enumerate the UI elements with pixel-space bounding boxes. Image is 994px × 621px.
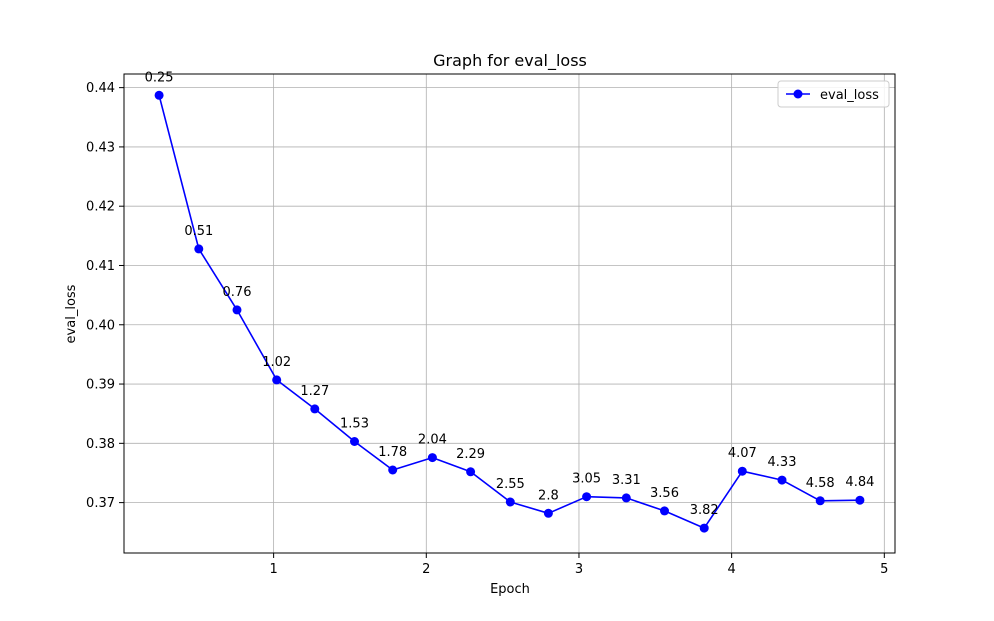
data-point bbox=[350, 437, 359, 446]
legend-label: eval_loss bbox=[820, 88, 879, 103]
data-point-label: 0.51 bbox=[184, 224, 213, 239]
data-point bbox=[232, 305, 242, 315]
y-tick-label: 0.37 bbox=[86, 496, 115, 511]
data-labels: 0.25 0.51 0.76 1.02 1.27 1.53 1.78 2.04 2.29 2.55… bbox=[145, 70, 875, 518]
data-point-label: 1.78 bbox=[378, 445, 407, 460]
data-point-label: 0.25 bbox=[145, 70, 174, 85]
x-tick-label: 3 bbox=[575, 562, 583, 577]
data-point bbox=[737, 466, 747, 476]
legend-marker bbox=[793, 89, 803, 99]
data-point bbox=[543, 508, 553, 518]
data-point-label: 1.27 bbox=[300, 384, 329, 399]
y-axis-label: eval_loss bbox=[64, 284, 79, 343]
y-tick-label: 0.39 bbox=[86, 378, 115, 393]
x-tick-label: 2 bbox=[422, 562, 430, 577]
data-point-label: 2.04 bbox=[418, 433, 447, 448]
y-tick-label: 0.41 bbox=[86, 259, 115, 274]
data-point-label: 2.8 bbox=[538, 488, 559, 503]
data-point-label: 3.56 bbox=[650, 486, 679, 501]
legend: eval_loss bbox=[777, 80, 890, 108]
data-point-label: 4.33 bbox=[768, 455, 797, 470]
data-point bbox=[855, 495, 865, 505]
data-point bbox=[660, 506, 669, 516]
plot-frame bbox=[123, 73, 896, 554]
data-point-label: 1.53 bbox=[340, 417, 369, 432]
x-tick-label: 4 bbox=[727, 562, 735, 577]
data-point-label: 3.05 bbox=[572, 472, 601, 487]
data-point-label: 4.07 bbox=[728, 446, 757, 461]
data-point bbox=[621, 493, 631, 503]
data-point bbox=[154, 90, 164, 100]
data-point bbox=[310, 404, 320, 414]
data-point-label: 0.76 bbox=[223, 285, 252, 300]
data-point bbox=[582, 492, 592, 502]
data-point-label: 4.58 bbox=[806, 476, 835, 491]
chart-title: Graph for eval_loss bbox=[433, 51, 587, 71]
x-tick-label: 1 bbox=[269, 562, 277, 577]
x-tick-label: 5 bbox=[880, 562, 888, 577]
data-point bbox=[427, 453, 437, 463]
data-point-label: 3.31 bbox=[612, 473, 641, 488]
data-point bbox=[466, 467, 476, 477]
series-layer bbox=[154, 90, 865, 533]
legend-box bbox=[777, 80, 890, 108]
data-point bbox=[272, 375, 282, 385]
data-point-label: 3.82 bbox=[690, 503, 719, 518]
data-point bbox=[815, 496, 825, 506]
y-tick-label: 0.43 bbox=[86, 140, 115, 155]
data-point-label: 2.29 bbox=[456, 447, 485, 462]
data-point-label: 2.55 bbox=[496, 477, 525, 492]
data-point-label: 1.02 bbox=[262, 355, 291, 370]
data-point-label: 4.84 bbox=[845, 475, 874, 490]
y-tick-label: 0.40 bbox=[86, 318, 115, 333]
data-point bbox=[194, 244, 204, 254]
y-tick-label: 0.38 bbox=[86, 437, 115, 452]
data-point bbox=[777, 475, 787, 485]
y-tick-label: 0.44 bbox=[86, 81, 115, 96]
x-axis-label: Epoch bbox=[490, 582, 530, 597]
data-point bbox=[699, 523, 709, 533]
data-point bbox=[505, 497, 515, 507]
y-tick-label: 0.42 bbox=[86, 200, 115, 215]
grid-lines bbox=[124, 74, 895, 553]
data-point bbox=[388, 465, 398, 475]
axes: 1 2 3 4 5 0.37 0.38 0.39 0.40 0.41 0.42 0.43 0.44 bbox=[86, 73, 896, 577]
